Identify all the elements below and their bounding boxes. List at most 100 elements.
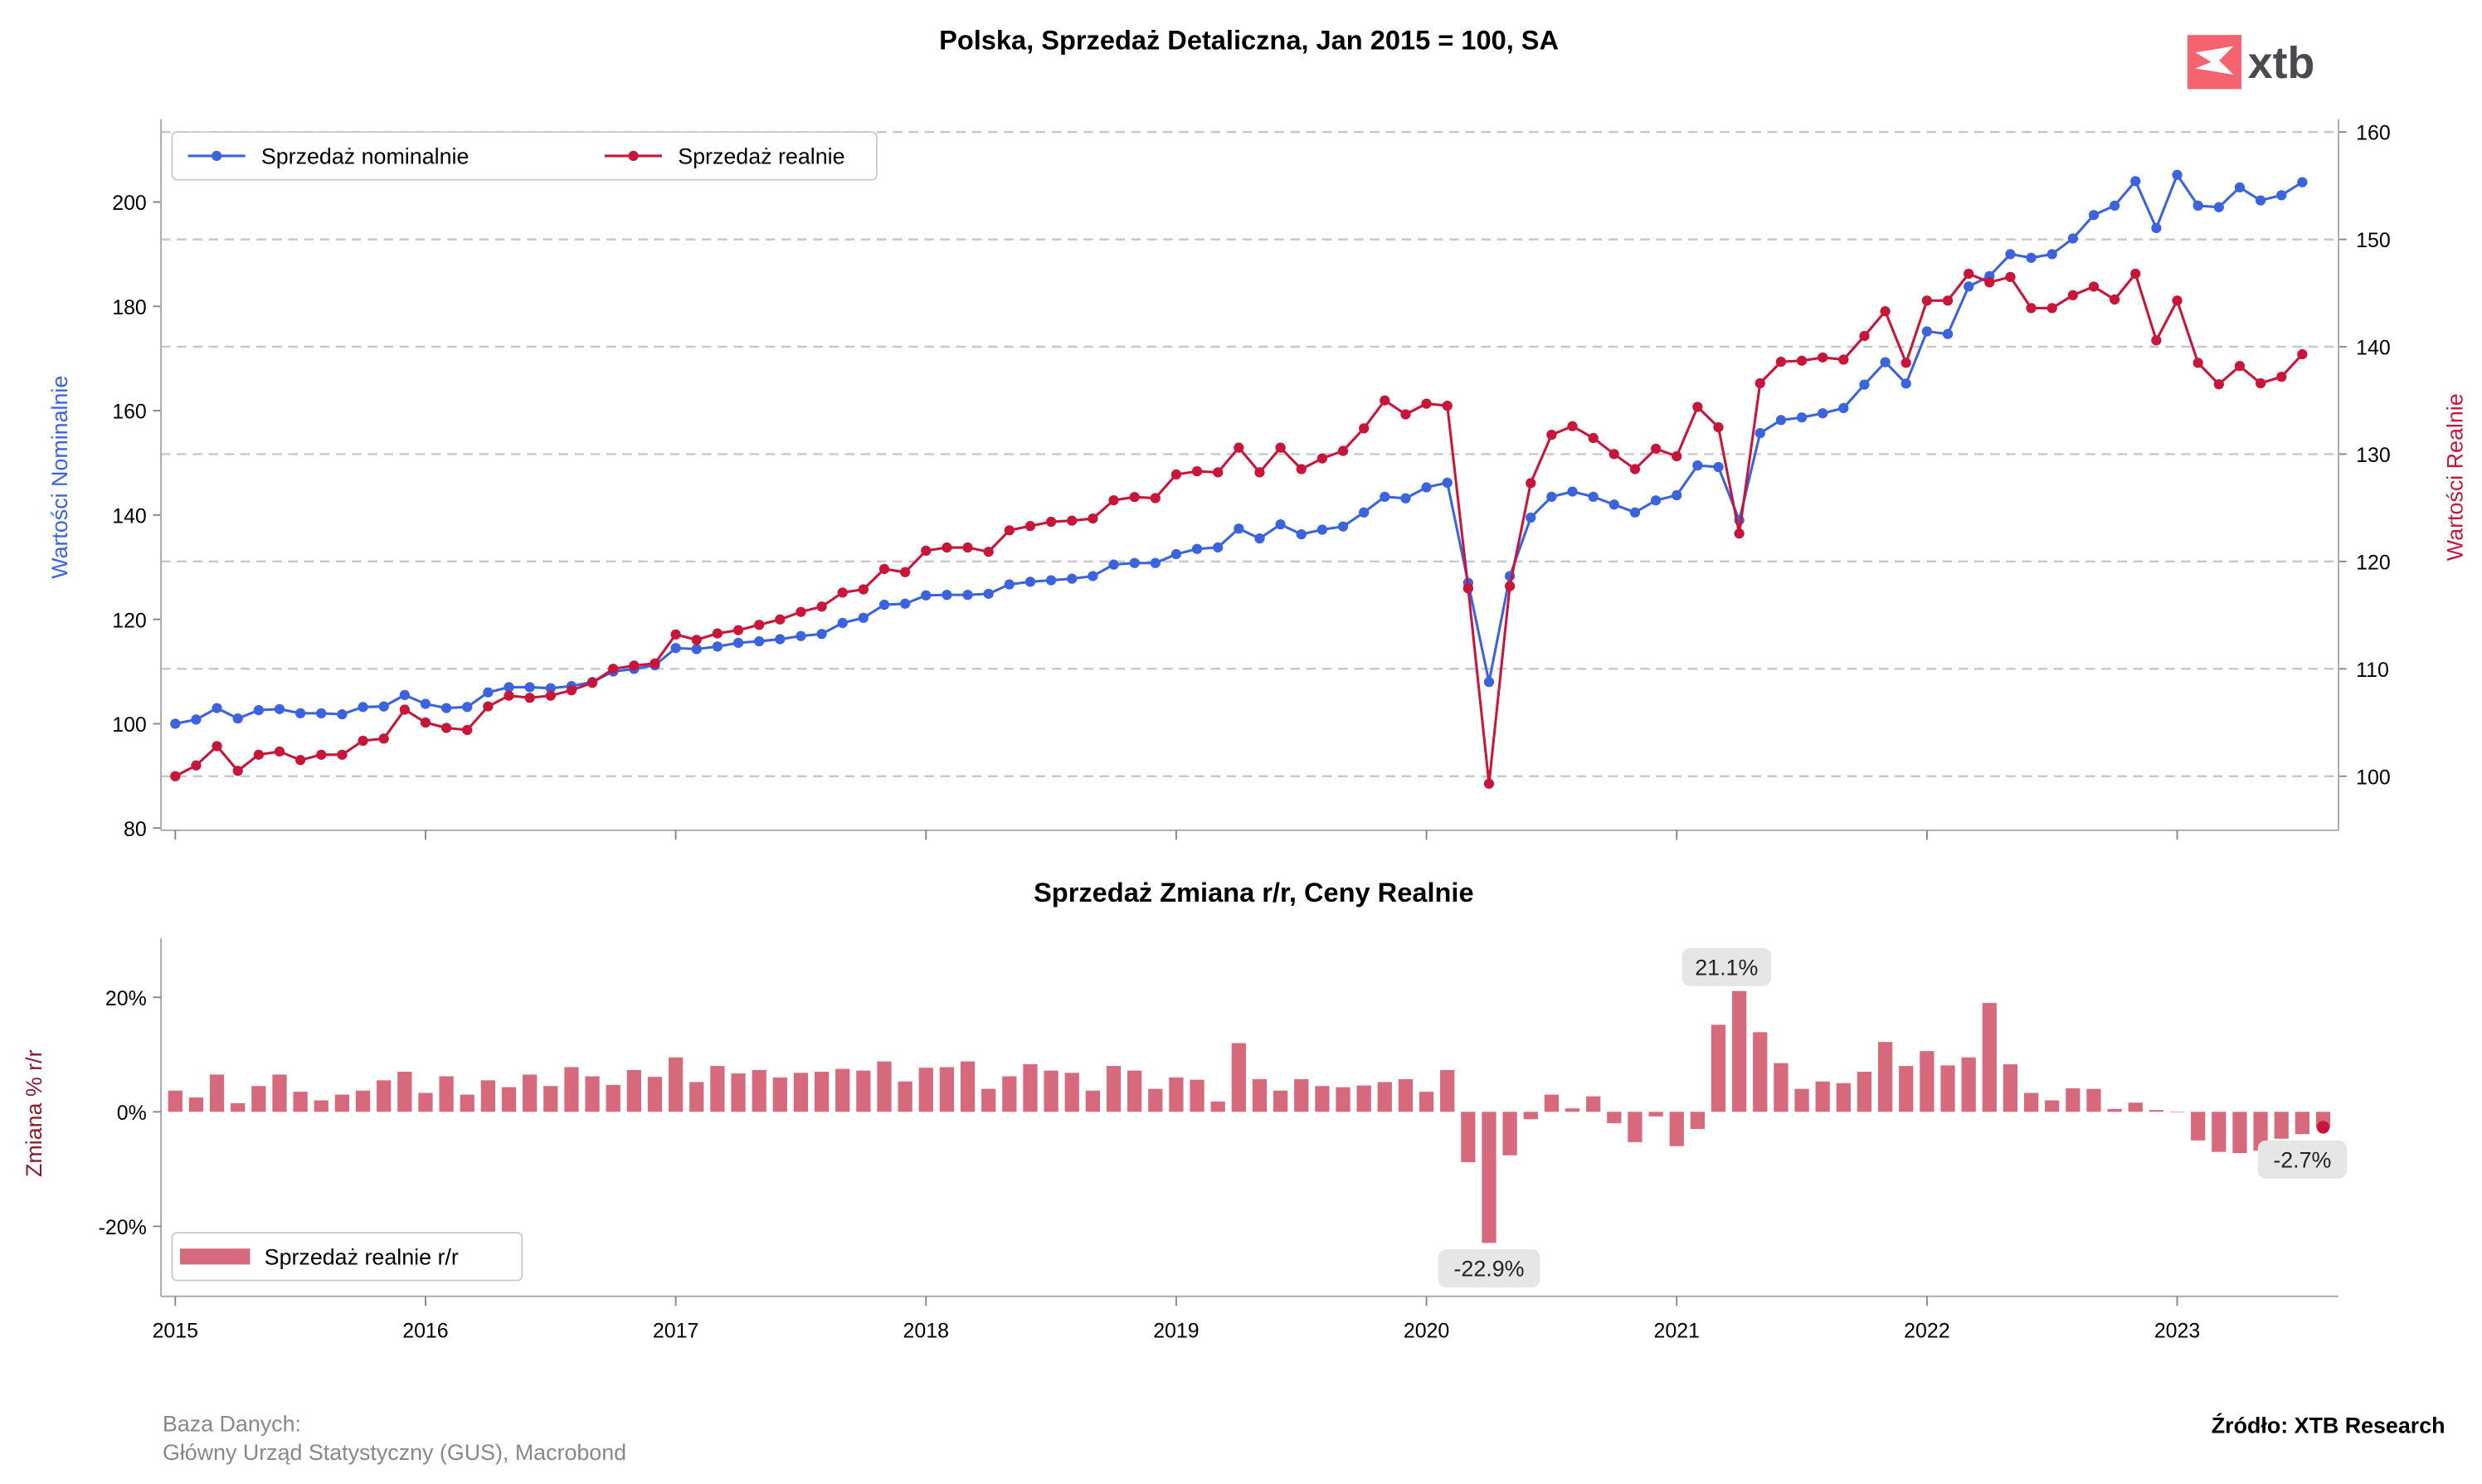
data-point [170, 771, 181, 781]
bar [1732, 990, 1747, 1112]
data-point [1234, 523, 1244, 534]
data-point [2046, 303, 2057, 314]
data-point [1650, 495, 1662, 506]
data-point [1775, 415, 1787, 426]
data-point [1672, 450, 1682, 462]
data-point [1170, 548, 1182, 560]
data-point [1275, 442, 1286, 453]
data-point [1442, 401, 1453, 411]
data-point [1964, 268, 1974, 280]
data-point [1213, 542, 1224, 553]
bar [1961, 1057, 1976, 1112]
data-point [420, 698, 431, 709]
bar [501, 1087, 517, 1112]
bar [898, 1081, 912, 1112]
bar [293, 1092, 308, 1112]
legend-marker [628, 150, 639, 162]
bar [877, 1061, 892, 1112]
bar [1294, 1078, 1309, 1112]
x-tick-label: 2021 [1654, 1320, 1700, 1343]
legend-label: Sprzedaż realnie r/r [265, 1244, 459, 1269]
data-point [1838, 354, 1849, 365]
bar [1920, 1051, 1934, 1112]
bar [626, 1069, 641, 1112]
bar [251, 1086, 266, 1112]
bar [814, 1071, 830, 1112]
data-point [1380, 491, 1390, 503]
bar [1190, 1079, 1204, 1112]
data-point [878, 599, 890, 611]
data-point [1108, 559, 1119, 570]
data-point [483, 701, 494, 712]
bar [1523, 1112, 1538, 1120]
data-point [1734, 528, 1745, 539]
data-point [608, 664, 619, 674]
data-point [170, 718, 181, 729]
data-point [837, 617, 848, 629]
data-point [1234, 442, 1244, 453]
data-point [420, 717, 431, 728]
data-point [2297, 348, 2308, 360]
data-point [337, 708, 348, 720]
bar [397, 1071, 412, 1112]
database-sources: Główny Urząd Statystyczny (GUS), Macrobo… [163, 1440, 626, 1465]
data-point [1088, 571, 1098, 581]
data-point [2276, 372, 2287, 382]
data-point [2088, 210, 2100, 221]
right-axis-label: Wartości Realnie [2443, 393, 2468, 561]
left-tick-label: 120 [112, 609, 147, 632]
data-point [796, 630, 806, 641]
data-point [1921, 326, 1933, 337]
bar [1044, 1070, 1058, 1112]
bar [2212, 1112, 2226, 1152]
bar [2128, 1102, 2143, 1112]
data-point [1880, 357, 1891, 367]
x-tick-label: 2017 [653, 1320, 698, 1343]
legend [171, 131, 878, 181]
data-point [1608, 449, 1619, 460]
data-point [524, 682, 535, 693]
source-label: Źródło: XTB Research [2212, 1413, 2446, 1438]
data-point [1150, 493, 1161, 504]
data-point [462, 702, 473, 713]
x-tick-label: 2019 [1153, 1320, 1199, 1343]
data-point [2109, 200, 2120, 212]
data-point [670, 643, 681, 654]
data-point [1359, 507, 1370, 518]
bar [2003, 1064, 2018, 1112]
bar [1502, 1112, 1517, 1156]
data-point [1483, 778, 1495, 789]
data-point [1818, 352, 1828, 363]
data-point [1880, 306, 1891, 317]
data-point [816, 629, 827, 640]
left-tick-label: 80 [124, 818, 147, 841]
data-point [691, 644, 702, 654]
data-point [2297, 177, 2308, 187]
data-point [921, 545, 932, 557]
data-point [2046, 249, 2057, 260]
data-point [962, 589, 973, 601]
data-point [1608, 499, 1619, 510]
data-point [358, 735, 368, 747]
bar [606, 1084, 620, 1112]
bar [168, 1090, 182, 1112]
data-point [1254, 467, 1265, 478]
data-point [1380, 395, 1390, 406]
data-point [1108, 494, 1119, 506]
left-tick-label: 100 [112, 713, 147, 737]
data-point [899, 598, 911, 609]
bar [1648, 1112, 1663, 1117]
data-point [212, 741, 222, 752]
data-point [629, 660, 640, 671]
data-point [816, 601, 827, 612]
data-point [191, 714, 202, 725]
data-point [1942, 295, 1954, 306]
data-point [462, 724, 473, 736]
bar [1002, 1076, 1017, 1112]
data-point [253, 704, 264, 716]
right-tick-label: 100 [2356, 766, 2391, 789]
bar [1753, 1032, 1768, 1112]
data-point [1526, 478, 1536, 489]
data-point [983, 588, 994, 599]
bar [1899, 1066, 1914, 1112]
